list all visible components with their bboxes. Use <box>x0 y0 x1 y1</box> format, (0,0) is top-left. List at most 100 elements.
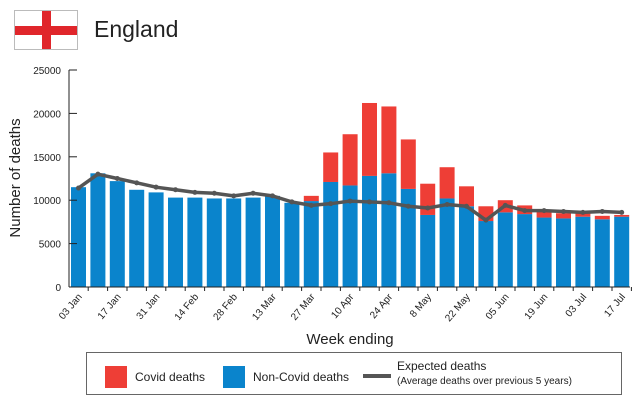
chart-title: England <box>94 16 179 42</box>
x-tick-label: 8 May <box>408 292 434 320</box>
y-axis-title: Number of deaths <box>7 118 24 237</box>
bar-non-covid <box>245 197 261 287</box>
x-tick-label: 22 May <box>443 292 473 324</box>
expected-deaths-point <box>192 189 198 195</box>
expected-deaths-point <box>134 180 140 186</box>
x-tick-label: 10 Apr <box>329 291 356 321</box>
bar-non-covid <box>497 212 513 287</box>
bar-non-covid <box>575 216 591 287</box>
expected-deaths-point <box>599 208 605 214</box>
legend-swatch-covid <box>105 366 127 388</box>
legend: Covid deaths Non-Covid deaths Expected d… <box>86 352 622 395</box>
bar-non-covid <box>439 198 455 287</box>
y-tick-label: 10000 <box>33 196 61 207</box>
bar-covid <box>459 186 474 207</box>
bar-covid <box>594 215 610 220</box>
expected-deaths-point <box>76 185 81 191</box>
bar-non-covid <box>109 181 125 287</box>
bar-non-covid <box>420 214 436 287</box>
bar-non-covid <box>226 198 242 287</box>
bar-covid <box>400 139 416 189</box>
expected-deaths-point <box>328 201 334 207</box>
bar-covid <box>614 214 630 217</box>
y-tick-label: 5000 <box>39 240 62 251</box>
bar-covid <box>303 195 319 202</box>
expected-deaths-point <box>270 193 275 199</box>
legend-swatch-non-covid <box>223 366 245 388</box>
x-tick-label: 24 Apr <box>368 291 395 321</box>
x-tick-label: 27 Mar <box>289 291 318 322</box>
bar-non-covid <box>168 197 183 287</box>
bar-non-covid <box>614 216 630 287</box>
bar-non-covid <box>206 198 222 287</box>
x-tick-label: 31 Jan <box>135 292 163 322</box>
y-tick-label: 15000 <box>33 153 61 164</box>
legend-label-non-covid: Non-Covid deaths <box>253 370 350 384</box>
bar-non-covid <box>362 175 377 287</box>
legend-label-expected: Expected deaths <box>397 359 487 373</box>
bar-covid <box>362 102 377 176</box>
legend-sublabel-expected: (Average deaths over previous 5 years) <box>397 376 572 387</box>
expected-deaths-point <box>289 199 295 205</box>
y-tick-label: 25000 <box>33 66 61 77</box>
expected-deaths-point <box>231 193 237 199</box>
expected-deaths-point <box>561 208 566 214</box>
expected-deaths-point <box>211 190 217 196</box>
bar-covid <box>342 134 358 186</box>
expected-deaths-point <box>367 199 372 205</box>
bar-non-covid <box>517 214 533 287</box>
x-tick-label: 17 Jul <box>602 292 628 320</box>
x-axis-title: Week ending <box>306 331 393 348</box>
bar-covid <box>381 106 397 174</box>
bar-non-covid <box>71 187 86 287</box>
expected-deaths-point <box>405 203 411 209</box>
bar-non-covid <box>536 217 552 287</box>
legend-label-covid: Covid deaths <box>135 370 206 384</box>
expected-deaths-point <box>95 171 101 177</box>
bar-covid <box>536 211 552 218</box>
expected-deaths-point <box>541 208 547 214</box>
expected-deaths-point <box>308 202 314 208</box>
bar-non-covid <box>148 192 164 287</box>
x-tick-label: 03 Jan <box>57 292 85 322</box>
expected-deaths-point <box>114 176 120 181</box>
expected-deaths-point <box>619 209 625 215</box>
x-tick-label: 17 Jan <box>96 292 124 322</box>
bar-non-covid <box>478 221 494 287</box>
expected-deaths-point <box>425 205 431 211</box>
y-tick-label: 20000 <box>33 109 61 120</box>
x-tick-label: 05 Jun <box>484 292 512 322</box>
bar-non-covid <box>556 218 571 287</box>
bar-non-covid <box>129 189 145 287</box>
bar-non-covid <box>265 195 280 287</box>
expected-deaths-point <box>173 187 178 193</box>
bar-non-covid <box>323 181 339 287</box>
bar-non-covid <box>187 197 203 287</box>
bar-non-covid <box>90 173 106 287</box>
bar-covid <box>439 167 455 199</box>
y-tick-label: 0 <box>55 283 61 294</box>
expected-deaths-point <box>580 209 586 215</box>
x-tick-label: 13 Mar <box>250 291 279 322</box>
expected-deaths-point <box>347 198 353 204</box>
expected-deaths-point <box>464 203 469 209</box>
bar-covid <box>556 213 571 219</box>
bar-non-covid <box>284 202 300 287</box>
expected-deaths-point <box>502 202 508 208</box>
expected-deaths-point <box>483 217 489 223</box>
legend-line-expected <box>363 374 391 378</box>
x-tick-label: 03 Jul <box>564 292 590 320</box>
england-flag-icon <box>14 10 78 50</box>
x-tick-label: 19 Jun <box>523 292 551 322</box>
bar-non-covid <box>594 219 610 287</box>
bar-non-covid <box>459 206 474 287</box>
expected-deaths-point <box>386 200 392 206</box>
expected-deaths-point <box>250 190 256 196</box>
expected-deaths-point <box>444 202 450 208</box>
x-tick-label: 14 Feb <box>173 292 202 323</box>
bar-non-covid <box>381 173 397 287</box>
expected-deaths-point <box>522 208 528 214</box>
expected-deaths-point <box>153 184 159 190</box>
